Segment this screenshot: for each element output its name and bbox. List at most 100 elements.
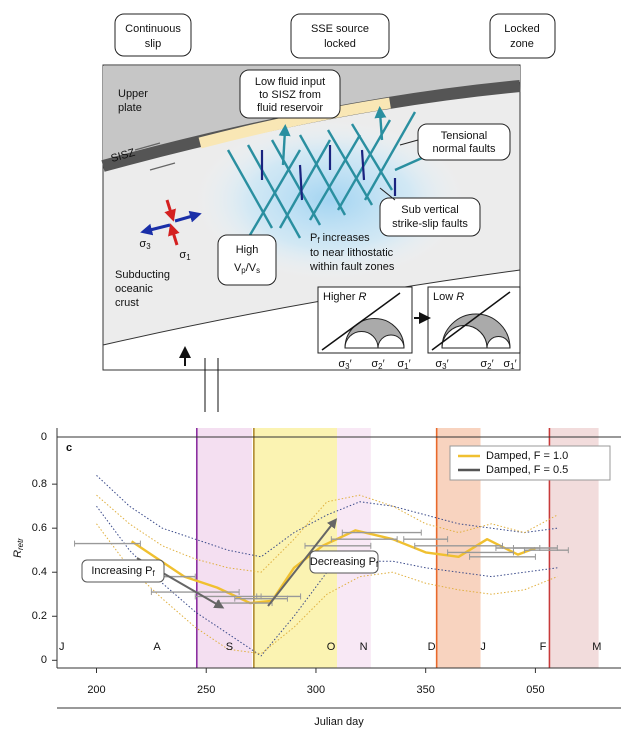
box-label: Continuous	[125, 23, 181, 35]
annotation-box	[309, 550, 379, 574]
text-part: P	[145, 565, 152, 577]
period-span	[196, 428, 252, 668]
top-label: 0	[41, 431, 47, 443]
month-label: F	[540, 641, 547, 653]
period-span	[337, 428, 371, 668]
fault	[270, 139, 322, 226]
annotation-label: Increasing Pf	[91, 565, 155, 578]
annotation-box	[81, 559, 165, 583]
leader	[399, 139, 419, 146]
text-part: ′	[409, 358, 411, 370]
text-part: ′	[383, 358, 385, 370]
label-box	[417, 123, 511, 161]
month-label: S	[226, 641, 233, 653]
y-axis-label: Rretr	[12, 538, 25, 558]
box-label: SSE source	[311, 23, 369, 35]
error-bar	[330, 536, 398, 543]
mohr-label: σ1′	[397, 358, 410, 371]
text-part: 3	[442, 362, 447, 371]
label: crust	[115, 297, 139, 309]
slip-arrows	[134, 142, 176, 171]
top-box	[114, 13, 192, 57]
text-part: p	[241, 266, 246, 275]
fault	[326, 129, 374, 206]
sigma1-arrow	[168, 223, 180, 246]
label-box	[217, 234, 277, 286]
mohr-label: σ3′	[338, 358, 351, 371]
text-part: f	[376, 560, 379, 569]
mohr-title: Higher R	[323, 291, 366, 303]
text-part: Increasing	[91, 565, 145, 577]
error-bar	[469, 553, 536, 560]
chart: 0 c 0 0.2 0.4 0.6 0.8 200 250 300 350 050 J A S O N D J F M J…	[12, 428, 621, 728]
fault	[246, 144, 302, 239]
label: High	[236, 244, 259, 256]
label: plate	[118, 102, 142, 114]
text-part: f	[317, 236, 320, 245]
diagram	[101, 13, 556, 412]
label: normal faults	[433, 143, 496, 155]
y-tick-label: 0.4	[32, 566, 47, 578]
fault	[298, 164, 304, 201]
legend-label: Damped, F = 1.0	[486, 450, 568, 462]
strike-slip-faults	[260, 145, 397, 201]
text-part: σ	[371, 358, 378, 370]
label: oceanic	[115, 283, 153, 295]
label: Sub vertical	[401, 204, 458, 216]
box-label: zone	[510, 38, 534, 50]
label: σ3	[139, 238, 151, 251]
y-tick-label: 0.6	[32, 522, 47, 534]
month-label: M	[592, 641, 601, 653]
x-tick-label: 050	[526, 684, 544, 696]
y-tick-label: 0	[41, 654, 47, 666]
text-part: 3	[146, 242, 151, 251]
text-part: σ	[139, 238, 146, 250]
box-label: Locked	[504, 23, 539, 35]
text-part: 1	[186, 253, 191, 262]
text-part: P	[369, 556, 376, 568]
period-span	[254, 428, 338, 668]
label: Pf increases	[310, 232, 370, 245]
label-box	[239, 69, 341, 119]
label: Subducting	[115, 269, 170, 281]
text-part: 1	[404, 362, 409, 371]
bound-line	[96, 523, 558, 655]
text-part: Decreasing	[310, 556, 369, 568]
series-line	[130, 529, 536, 605]
sigma1-arrow	[164, 199, 176, 222]
month-label: J	[480, 641, 486, 653]
fault	[360, 149, 366, 181]
text-part: σ	[435, 358, 442, 370]
text-part: σ	[338, 358, 345, 370]
error-bar	[74, 540, 141, 547]
text-part: ′	[350, 358, 352, 370]
text-part: Low	[433, 291, 456, 303]
failure-line	[321, 292, 401, 351]
label: Low fluid input	[255, 76, 325, 88]
mohr-circle	[344, 331, 379, 349]
annotation-arrow	[267, 518, 338, 607]
label-box	[379, 197, 481, 237]
label: to SISZ from	[259, 89, 321, 101]
text-part: σ	[480, 358, 487, 370]
bound-line	[96, 494, 558, 573]
error-bar	[341, 529, 422, 536]
failure-line	[431, 291, 511, 351]
box-label: slip	[145, 38, 162, 50]
text-part: s	[256, 266, 260, 275]
text-part: 3	[345, 362, 350, 371]
text-part: P	[310, 232, 317, 244]
upper-plate	[103, 66, 520, 160]
month-label: D	[428, 641, 436, 653]
x-tick-label: 250	[197, 684, 215, 696]
text-part: f	[152, 569, 155, 578]
month-label: A	[153, 641, 161, 653]
legend-label: Damped, F = 0.5	[486, 464, 568, 476]
error-bar	[523, 547, 569, 554]
panel-label: c	[66, 442, 72, 454]
annotation-label: Decreasing Pf	[310, 556, 379, 569]
mohr-circle	[441, 325, 488, 349]
text-part: 1	[510, 362, 515, 371]
label: Tensional	[441, 130, 487, 142]
fluid-arrow	[278, 124, 291, 166]
